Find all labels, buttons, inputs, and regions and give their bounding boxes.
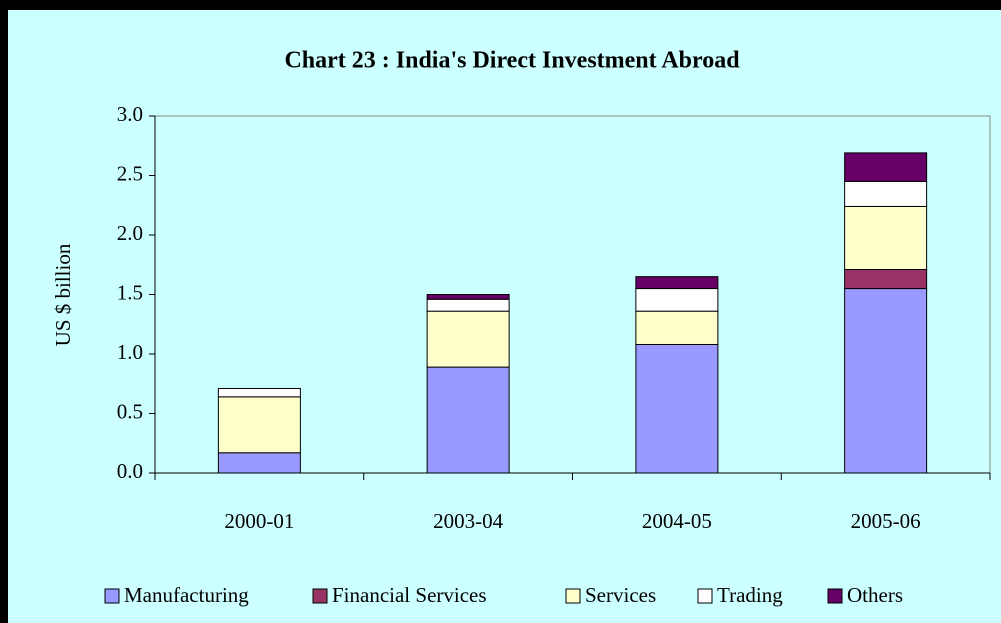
x-tick-label: 2003-04 [433, 509, 503, 533]
bar-segment [844, 180, 928, 207]
x-tick-label: 2004-05 [642, 509, 712, 533]
bar-segment [635, 288, 719, 312]
bar-segment [844, 269, 928, 290]
legend-label: Trading [717, 583, 783, 607]
legend-swatch [104, 588, 120, 604]
legend-swatch [827, 588, 843, 604]
x-tick-label: 2000-01 [224, 509, 294, 533]
legend-swatch [697, 588, 713, 604]
bar-segment [844, 152, 928, 182]
legend-swatch [312, 588, 328, 604]
y-axis-label: US $ billion [51, 243, 75, 346]
legend-swatch [565, 588, 581, 604]
bar-segment [635, 310, 719, 345]
y-tick-label: 2.5 [117, 161, 143, 185]
bar-segment [426, 310, 510, 368]
y-tick-label: 0.0 [117, 459, 143, 483]
bar-segment [426, 294, 510, 300]
bar-segment [217, 452, 301, 474]
bar-segment [844, 205, 928, 271]
bar-segment [635, 343, 719, 474]
bar-segment [217, 396, 301, 454]
bar-segment [217, 388, 301, 398]
bar-segment [426, 298, 510, 312]
bar-segment [844, 288, 928, 474]
y-tick-label: 1.5 [117, 280, 143, 304]
y-tick-label: 3.0 [117, 102, 143, 126]
chart-title: Chart 23 : India's Direct Investment Abr… [284, 48, 740, 74]
legend-label: Others [847, 583, 903, 607]
bar-segment [635, 276, 719, 290]
y-tick-label: 0.5 [117, 399, 143, 423]
legend-label: Services [585, 583, 656, 607]
y-tick-label: 1.0 [117, 340, 143, 364]
legend-label: Manufacturing [124, 583, 249, 607]
bar-segment [426, 366, 510, 474]
legend-label: Financial Services [332, 583, 487, 607]
x-tick-label: 2005-06 [851, 509, 921, 533]
y-tick-label: 2.0 [117, 221, 143, 245]
